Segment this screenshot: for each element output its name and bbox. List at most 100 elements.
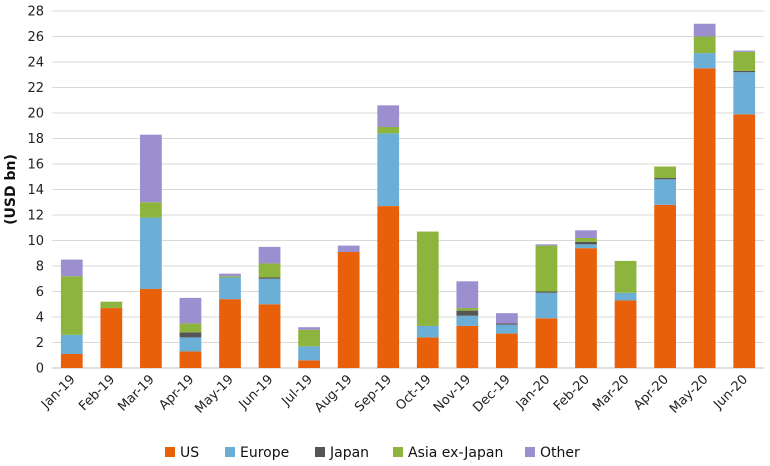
- bar-asia-ex-japan-apr-20: [654, 166, 676, 179]
- bar-asia-ex-japan-nov-19: [456, 308, 479, 311]
- legend-swatch-other: [525, 447, 535, 457]
- x-tick-label-jul-19: Jul-19: [279, 372, 316, 409]
- bar-europe-may-20: [693, 53, 716, 69]
- x-tick-label-sep-19: Sep-19: [352, 372, 395, 415]
- bar-other-nov-19: [456, 281, 479, 309]
- bar-asia-ex-japan-feb-19: [100, 301, 123, 309]
- x-tick-label-jan-19: Jan-19: [38, 372, 79, 413]
- bar-us-may-19: [219, 299, 241, 368]
- bar-europe-jun-19: [258, 278, 281, 305]
- y-tick-label-22: 22: [27, 81, 44, 96]
- legend-swatch-asia-ex-japan: [393, 447, 403, 457]
- bar-europe-jun-20: [733, 72, 756, 115]
- legend-label-us: US: [180, 445, 199, 461]
- bar-europe-jan-19: [60, 334, 83, 354]
- bar-us-jul-19: [298, 360, 320, 368]
- x-tick-label-jun-19: Jun-19: [236, 372, 277, 413]
- bar-asia-ex-japan-may-19: [219, 276, 241, 278]
- bar-other-jan-19: [60, 259, 83, 277]
- y-tick-label-4: 4: [36, 311, 44, 326]
- y-tick-label-8: 8: [36, 260, 44, 275]
- y-tick-label-12: 12: [27, 209, 44, 224]
- bar-europe-oct-19: [416, 325, 439, 338]
- x-tick-label-feb-20: Feb-20: [551, 372, 593, 414]
- y-tick-label-18: 18: [27, 132, 44, 147]
- y-tick-label-14: 14: [27, 183, 44, 198]
- bar-europe-apr-20: [654, 179, 676, 205]
- bar-other-aug-19: [337, 245, 360, 252]
- bar-us-jun-20: [733, 114, 756, 369]
- legend-label-asia-ex-japan: Asia ex-Japan: [408, 445, 503, 461]
- bar-us-mar-19: [140, 288, 162, 368]
- bar-europe-apr-19: [179, 337, 202, 352]
- y-tick-label-28: 28: [27, 5, 44, 20]
- bar-us-dec-19: [496, 333, 518, 368]
- bar-europe-nov-19: [456, 315, 479, 326]
- bar-us-oct-19: [416, 337, 439, 368]
- x-tick-label-jun-20: Jun-20: [710, 372, 751, 413]
- bar-us-feb-19: [100, 308, 123, 368]
- bar-other-mar-19: [140, 134, 162, 203]
- bar-japan-dec-19: [496, 323, 518, 325]
- bar-asia-ex-japan-jun-20: [733, 51, 756, 71]
- x-tick-label-nov-19: Nov-19: [431, 372, 474, 415]
- bar-other-apr-19: [179, 297, 202, 324]
- bar-asia-ex-japan-apr-19: [179, 323, 202, 333]
- bar-japan-apr-19: [179, 332, 202, 338]
- bar-other-dec-19: [496, 313, 518, 324]
- bar-us-feb-20: [575, 248, 597, 368]
- bar-other-jun-19: [258, 246, 281, 264]
- legend-label-other: Other: [540, 445, 580, 461]
- y-tick-label-26: 26: [27, 30, 44, 45]
- x-tick-label-dec-19: Dec-19: [470, 372, 513, 415]
- bar-japan-jan-20: [535, 291, 558, 293]
- x-tick-label-jan-20: Jan-20: [513, 372, 554, 413]
- bar-asia-ex-japan-mar-20: [614, 260, 637, 293]
- bar-other-jul-19: [298, 327, 320, 330]
- bar-us-may-20: [693, 68, 716, 368]
- bar-other-jun-20: [733, 50, 756, 52]
- bar-europe-sep-19: [377, 133, 400, 207]
- y-tick-label-10: 10: [27, 234, 44, 249]
- bar-asia-ex-japan-sep-19: [377, 127, 400, 134]
- legend-label-europe: Europe: [240, 445, 289, 461]
- bar-europe-dec-19: [496, 324, 518, 334]
- legend-swatch-europe: [225, 447, 235, 457]
- bar-us-jan-19: [60, 353, 83, 368]
- bar-us-sep-19: [377, 206, 400, 368]
- bar-asia-ex-japan-mar-19: [140, 202, 162, 218]
- bar-asia-ex-japan-jan-19: [60, 276, 83, 335]
- x-tick-label-mar-19: Mar-19: [115, 372, 157, 414]
- y-tick-label-6: 6: [36, 285, 44, 300]
- bar-europe-may-19: [219, 277, 241, 300]
- y-tick-label-20: 20: [27, 107, 44, 122]
- bar-japan-nov-19: [456, 310, 479, 316]
- x-tick-label-feb-19: Feb-19: [76, 372, 118, 414]
- bar-us-jan-20: [535, 318, 558, 368]
- bar-europe-mar-19: [140, 217, 162, 289]
- x-tick-label-aug-19: Aug-19: [312, 372, 356, 416]
- y-axis-title: (USD bn): [3, 154, 19, 225]
- bar-japan-jun-20: [733, 70, 756, 73]
- bar-europe-jul-19: [298, 346, 320, 361]
- y-tick-label-0: 0: [36, 362, 44, 377]
- x-tick-label-mar-20: Mar-20: [590, 372, 632, 414]
- legend-swatch-japan: [315, 447, 325, 457]
- bar-asia-ex-japan-jul-19: [298, 329, 320, 347]
- bar-asia-ex-japan-feb-20: [575, 237, 597, 242]
- bar-japan-jun-19: [258, 277, 281, 279]
- bar-us-mar-20: [614, 300, 637, 368]
- bar-asia-ex-japan-jun-19: [258, 263, 281, 278]
- bar-asia-ex-japan-oct-19: [416, 231, 439, 326]
- x-tick-label-apr-20: Apr-20: [631, 372, 672, 413]
- bar-us-jun-19: [258, 304, 281, 368]
- legend-label-japan: Japan: [329, 445, 369, 461]
- y-tick-label-16: 16: [27, 158, 44, 173]
- bar-asia-ex-japan-jan-20: [535, 245, 558, 292]
- bar-us-aug-19: [337, 251, 360, 368]
- bar-us-nov-19: [456, 325, 479, 368]
- bar-other-sep-19: [377, 105, 400, 128]
- x-tick-label-apr-19: Apr-19: [156, 372, 197, 413]
- bar-asia-ex-japan-may-20: [693, 36, 716, 54]
